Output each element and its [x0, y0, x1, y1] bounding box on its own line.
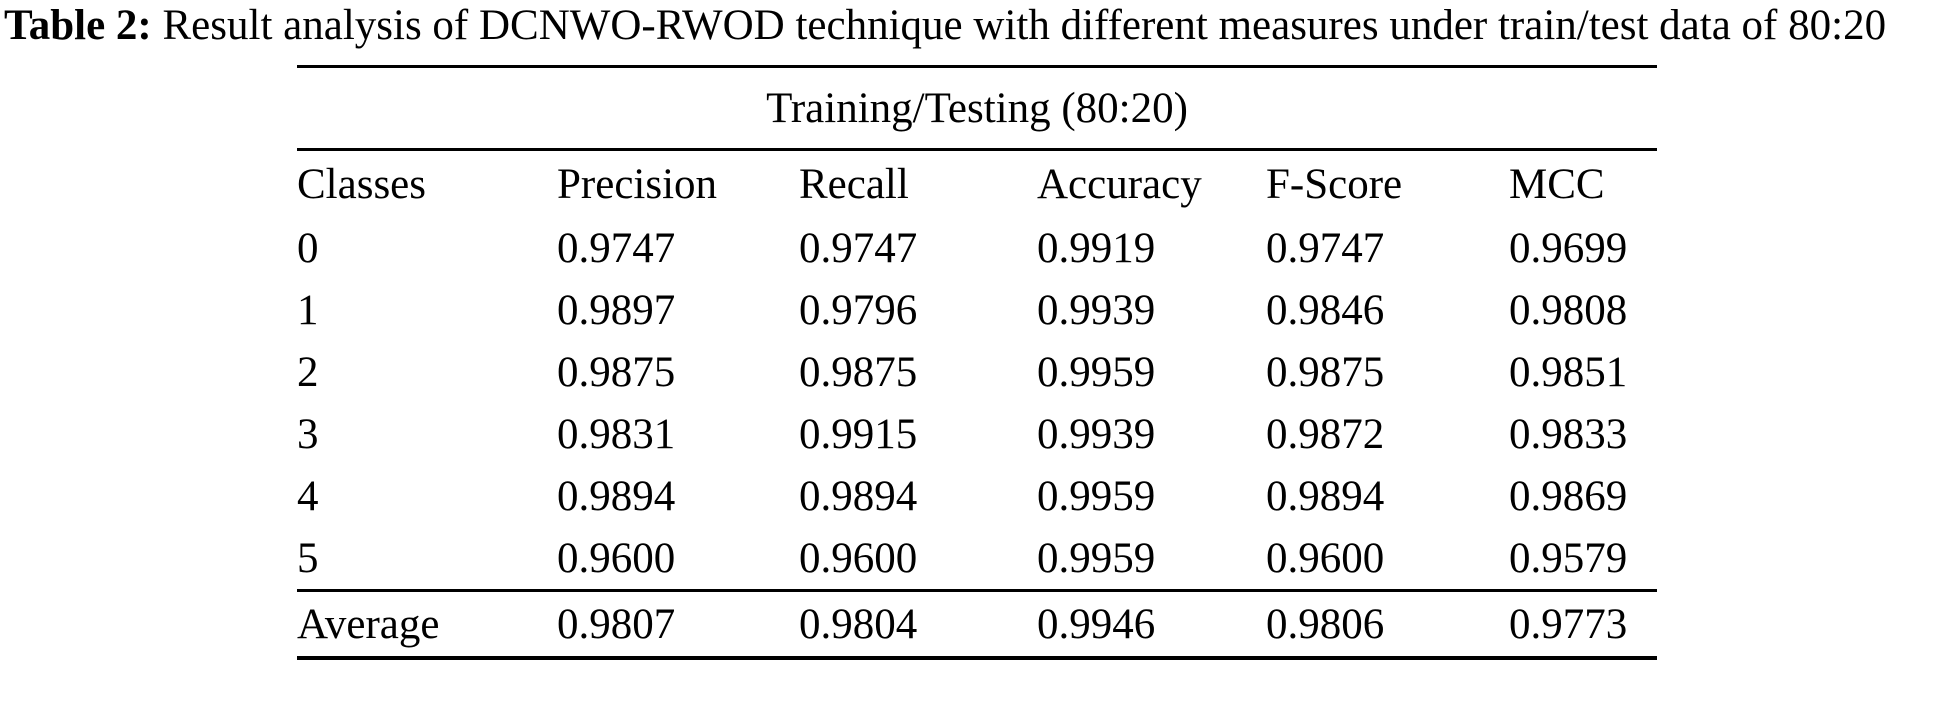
table-row: 4 0.9894 0.9894 0.9959 0.9894 0.9869 — [297, 465, 1657, 527]
table-row: 5 0.9600 0.9600 0.9959 0.9600 0.9579 — [297, 527, 1657, 591]
cell-accuracy: 0.9919 — [1037, 224, 1156, 272]
col-header-accuracy: Accuracy — [1037, 160, 1202, 208]
cell-fscore: 0.9875 — [1266, 348, 1385, 396]
cell-fscore: 0.9600 — [1266, 534, 1385, 582]
cell-accuracy: 0.9939 — [1037, 410, 1156, 458]
cell-fscore: 0.9747 — [1266, 224, 1385, 272]
results-table-container: Training/Testing (80:20) Classes Precisi… — [297, 65, 1658, 661]
cell-mcc: 0.9579 — [1509, 534, 1628, 582]
cell-mcc: 0.9808 — [1509, 286, 1628, 334]
cell-mcc: 0.9833 — [1509, 410, 1628, 458]
col-header-fscore: F-Score — [1266, 160, 1403, 208]
column-header-row: Classes Precision Recall Accuracy F-Scor… — [297, 150, 1657, 218]
cell-recall: 0.9796 — [799, 286, 918, 334]
results-table: Training/Testing (80:20) Classes Precisi… — [297, 65, 1658, 661]
cell-recall: 0.9747 — [799, 224, 918, 272]
cell-recall: 0.9600 — [799, 534, 918, 582]
cell-accuracy: 0.9959 — [1037, 348, 1156, 396]
cell-precision: 0.9807 — [557, 589, 799, 659]
cell-class: 5 — [297, 534, 319, 582]
cell-precision: 0.9875 — [557, 348, 676, 396]
table-row: 1 0.9897 0.9796 0.9939 0.9846 0.9808 — [297, 279, 1657, 341]
cell-mcc: 0.9869 — [1509, 472, 1628, 520]
cell-accuracy: 0.9959 — [1037, 534, 1156, 582]
table-row: 3 0.9831 0.9915 0.9939 0.9872 0.9833 — [297, 403, 1657, 465]
cell-precision: 0.9600 — [557, 534, 676, 582]
cell-precision: 0.9831 — [557, 410, 676, 458]
cell-precision: 0.9897 — [557, 286, 676, 334]
table-caption-text: Result analysis of DCNWO-RWOD technique … — [162, 2, 1887, 49]
col-header-classes: Classes — [297, 160, 426, 208]
cell-class: 3 — [297, 410, 319, 458]
cell-mcc: 0.9851 — [1509, 348, 1628, 396]
cell-class: 4 — [297, 472, 319, 520]
span-header: Training/Testing (80:20) — [297, 66, 1658, 152]
cell-precision: 0.9747 — [557, 224, 676, 272]
table-row: 0 0.9747 0.9747 0.9919 0.9747 0.9699 — [297, 217, 1657, 279]
cell-class: 0 — [297, 224, 319, 272]
cell-recall: 0.9875 — [799, 348, 918, 396]
cell-accuracy: 0.9946 — [1037, 589, 1266, 659]
cell-class: 2 — [297, 348, 319, 396]
cell-mcc: 0.9699 — [1509, 224, 1628, 272]
col-header-recall: Recall — [799, 160, 909, 208]
col-header-mcc: MCC — [1509, 160, 1605, 208]
cell-fscore: 0.9846 — [1266, 286, 1385, 334]
cell-class: 1 — [297, 286, 319, 334]
table-row: 2 0.9875 0.9875 0.9959 0.9875 0.9851 — [297, 341, 1657, 403]
cell-recall: 0.9915 — [799, 410, 918, 458]
cell-fscore: 0.9872 — [1266, 410, 1385, 458]
cell-precision: 0.9894 — [557, 472, 676, 520]
cell-fscore: 0.9806 — [1266, 589, 1509, 659]
cell-recall: 0.9804 — [799, 589, 1037, 659]
cell-fscore: 0.9894 — [1266, 472, 1385, 520]
average-row: Average 0.9807 0.9804 0.9946 0.9806 0.97… — [297, 589, 1658, 659]
cell-accuracy: 0.9939 — [1037, 286, 1156, 334]
table-caption-label: Table 2: — [4, 2, 152, 49]
cell-mcc: 0.9773 — [1509, 589, 1658, 659]
span-header-row: Training/Testing (80:20) — [297, 66, 1658, 152]
col-header-precision: Precision — [557, 160, 718, 208]
table-caption: Table 2: Result analysis of DCNWO-RWOD t… — [0, 0, 1954, 49]
cell-recall: 0.9894 — [799, 472, 918, 520]
cell-average-label: Average — [297, 589, 557, 659]
cell-accuracy: 0.9959 — [1037, 472, 1156, 520]
